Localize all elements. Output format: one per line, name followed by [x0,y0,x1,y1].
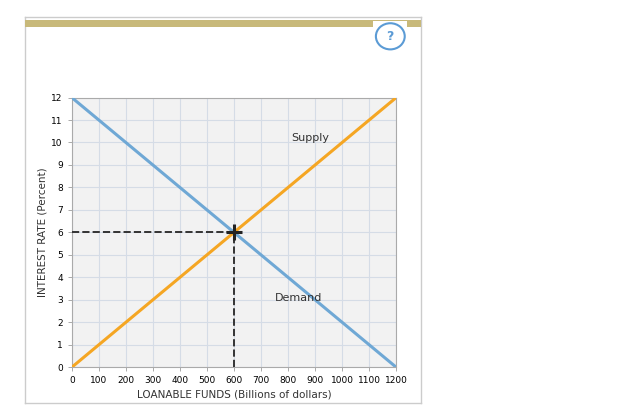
Y-axis label: INTEREST RATE (Percent): INTEREST RATE (Percent) [37,168,47,297]
Text: ?: ? [387,30,394,44]
Text: Demand: Demand [275,293,322,303]
X-axis label: LOANABLE FUNDS (Billions of dollars): LOANABLE FUNDS (Billions of dollars) [137,389,331,400]
Text: Supply: Supply [291,133,329,143]
